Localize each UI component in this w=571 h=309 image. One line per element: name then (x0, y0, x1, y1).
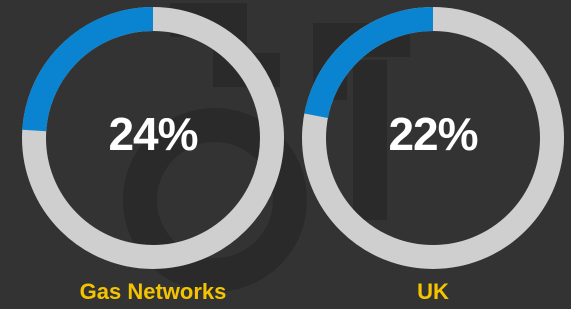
center-label: 24% (108, 108, 197, 160)
center-label: 22% (388, 108, 477, 160)
infographic: 24% Gas Networks 22% UK (0, 0, 571, 309)
category-label: UK (417, 279, 449, 304)
category-label: Gas Networks (80, 279, 227, 304)
